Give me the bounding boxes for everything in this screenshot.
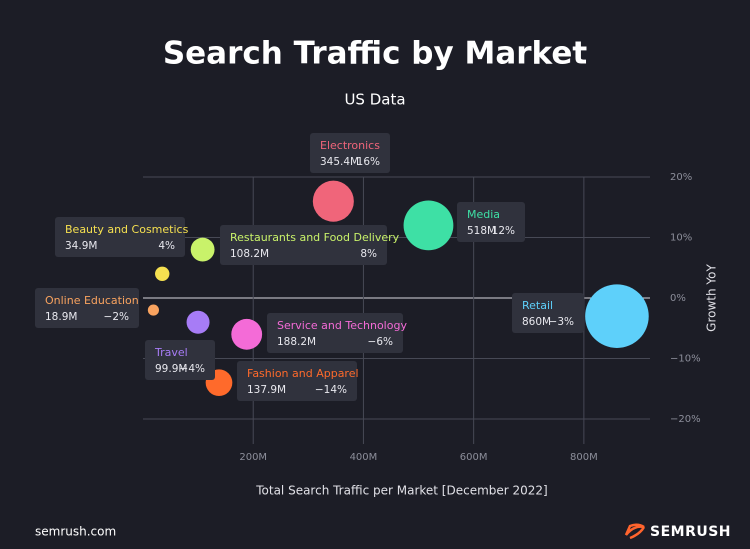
annotation-box — [220, 225, 387, 265]
annotation-box — [145, 340, 215, 380]
bubble — [403, 200, 454, 251]
x-tick-label: 200M — [239, 452, 267, 463]
bubble — [585, 284, 649, 348]
x-tick-label: 600M — [460, 452, 488, 463]
annotation-y-value: −2% — [104, 311, 129, 323]
y-tick-label: 0% — [670, 293, 686, 304]
annotation-name: Retail — [522, 299, 553, 312]
bubble — [231, 318, 263, 350]
y-tick-label: 10% — [670, 233, 692, 244]
annotation-x-value: 137.9M — [247, 384, 286, 396]
annotation-x-value: 99.9M — [155, 363, 187, 375]
annotation-y-value: −3% — [549, 316, 574, 328]
bubble — [186, 310, 210, 334]
brand-icon — [624, 523, 646, 540]
chart-subtitle: US Data — [344, 91, 405, 109]
y-tick-label: −20% — [670, 414, 701, 425]
annotation-name: Media — [467, 208, 500, 221]
annotation-box — [237, 361, 357, 401]
brand-logo: SEMRUSH — [624, 523, 731, 540]
annotation-box — [512, 293, 584, 333]
annotation-name: Restaurants and Food Delivery — [230, 231, 400, 244]
bubble — [190, 237, 215, 262]
annotation-y-value: 16% — [357, 156, 380, 168]
annotation-box — [310, 133, 390, 173]
annotation-x-value: 18.9M — [45, 311, 77, 323]
y-axis-label: Growth YoY — [705, 264, 719, 332]
annotation-name: Online Education — [45, 294, 139, 307]
annotation-box — [35, 288, 139, 328]
annotation-y-value: −4% — [180, 363, 205, 375]
footer-source: semrush.com — [35, 525, 116, 539]
annotation-x-value: 345.4M — [320, 156, 359, 168]
annotation-box — [55, 217, 185, 257]
annotation-x-value: 108.2M — [230, 248, 269, 260]
annotation-name: Service and Technology — [277, 319, 407, 332]
annotation-x-value: 34.9M — [65, 240, 97, 252]
x-axis-label: Total Search Traffic per Market [Decembe… — [255, 484, 548, 498]
annotation-name: Fashion and Apparel — [247, 367, 359, 380]
brand-name: SEMRUSH — [650, 524, 731, 540]
annotation-y-value: 4% — [158, 240, 175, 252]
chart-title: Search Traffic by Market — [163, 36, 588, 72]
x-tick-label: 400M — [350, 452, 378, 463]
annotation-name: Electronics — [320, 139, 380, 152]
annotation-x-value: 188.2M — [277, 336, 316, 348]
annotation-y-value: 12% — [492, 225, 515, 237]
annotation-x-value: 860M — [522, 316, 551, 328]
annotation-name: Travel — [154, 346, 188, 359]
y-tick-label: 20% — [670, 172, 692, 183]
annotation-y-value: −6% — [368, 336, 393, 348]
bubble — [155, 266, 170, 282]
bubble — [312, 180, 354, 222]
x-tick-label: 800M — [570, 452, 598, 463]
annotation-y-value: −14% — [315, 384, 347, 396]
y-tick-label: −10% — [670, 354, 701, 365]
annotation-y-value: 8% — [360, 248, 377, 260]
annotation-x-value: 518M — [467, 225, 496, 237]
annotation-box — [457, 202, 525, 242]
bubble — [147, 304, 159, 316]
annotation-box — [267, 313, 403, 353]
annotation-name: Beauty and Cosmetics — [65, 223, 189, 236]
